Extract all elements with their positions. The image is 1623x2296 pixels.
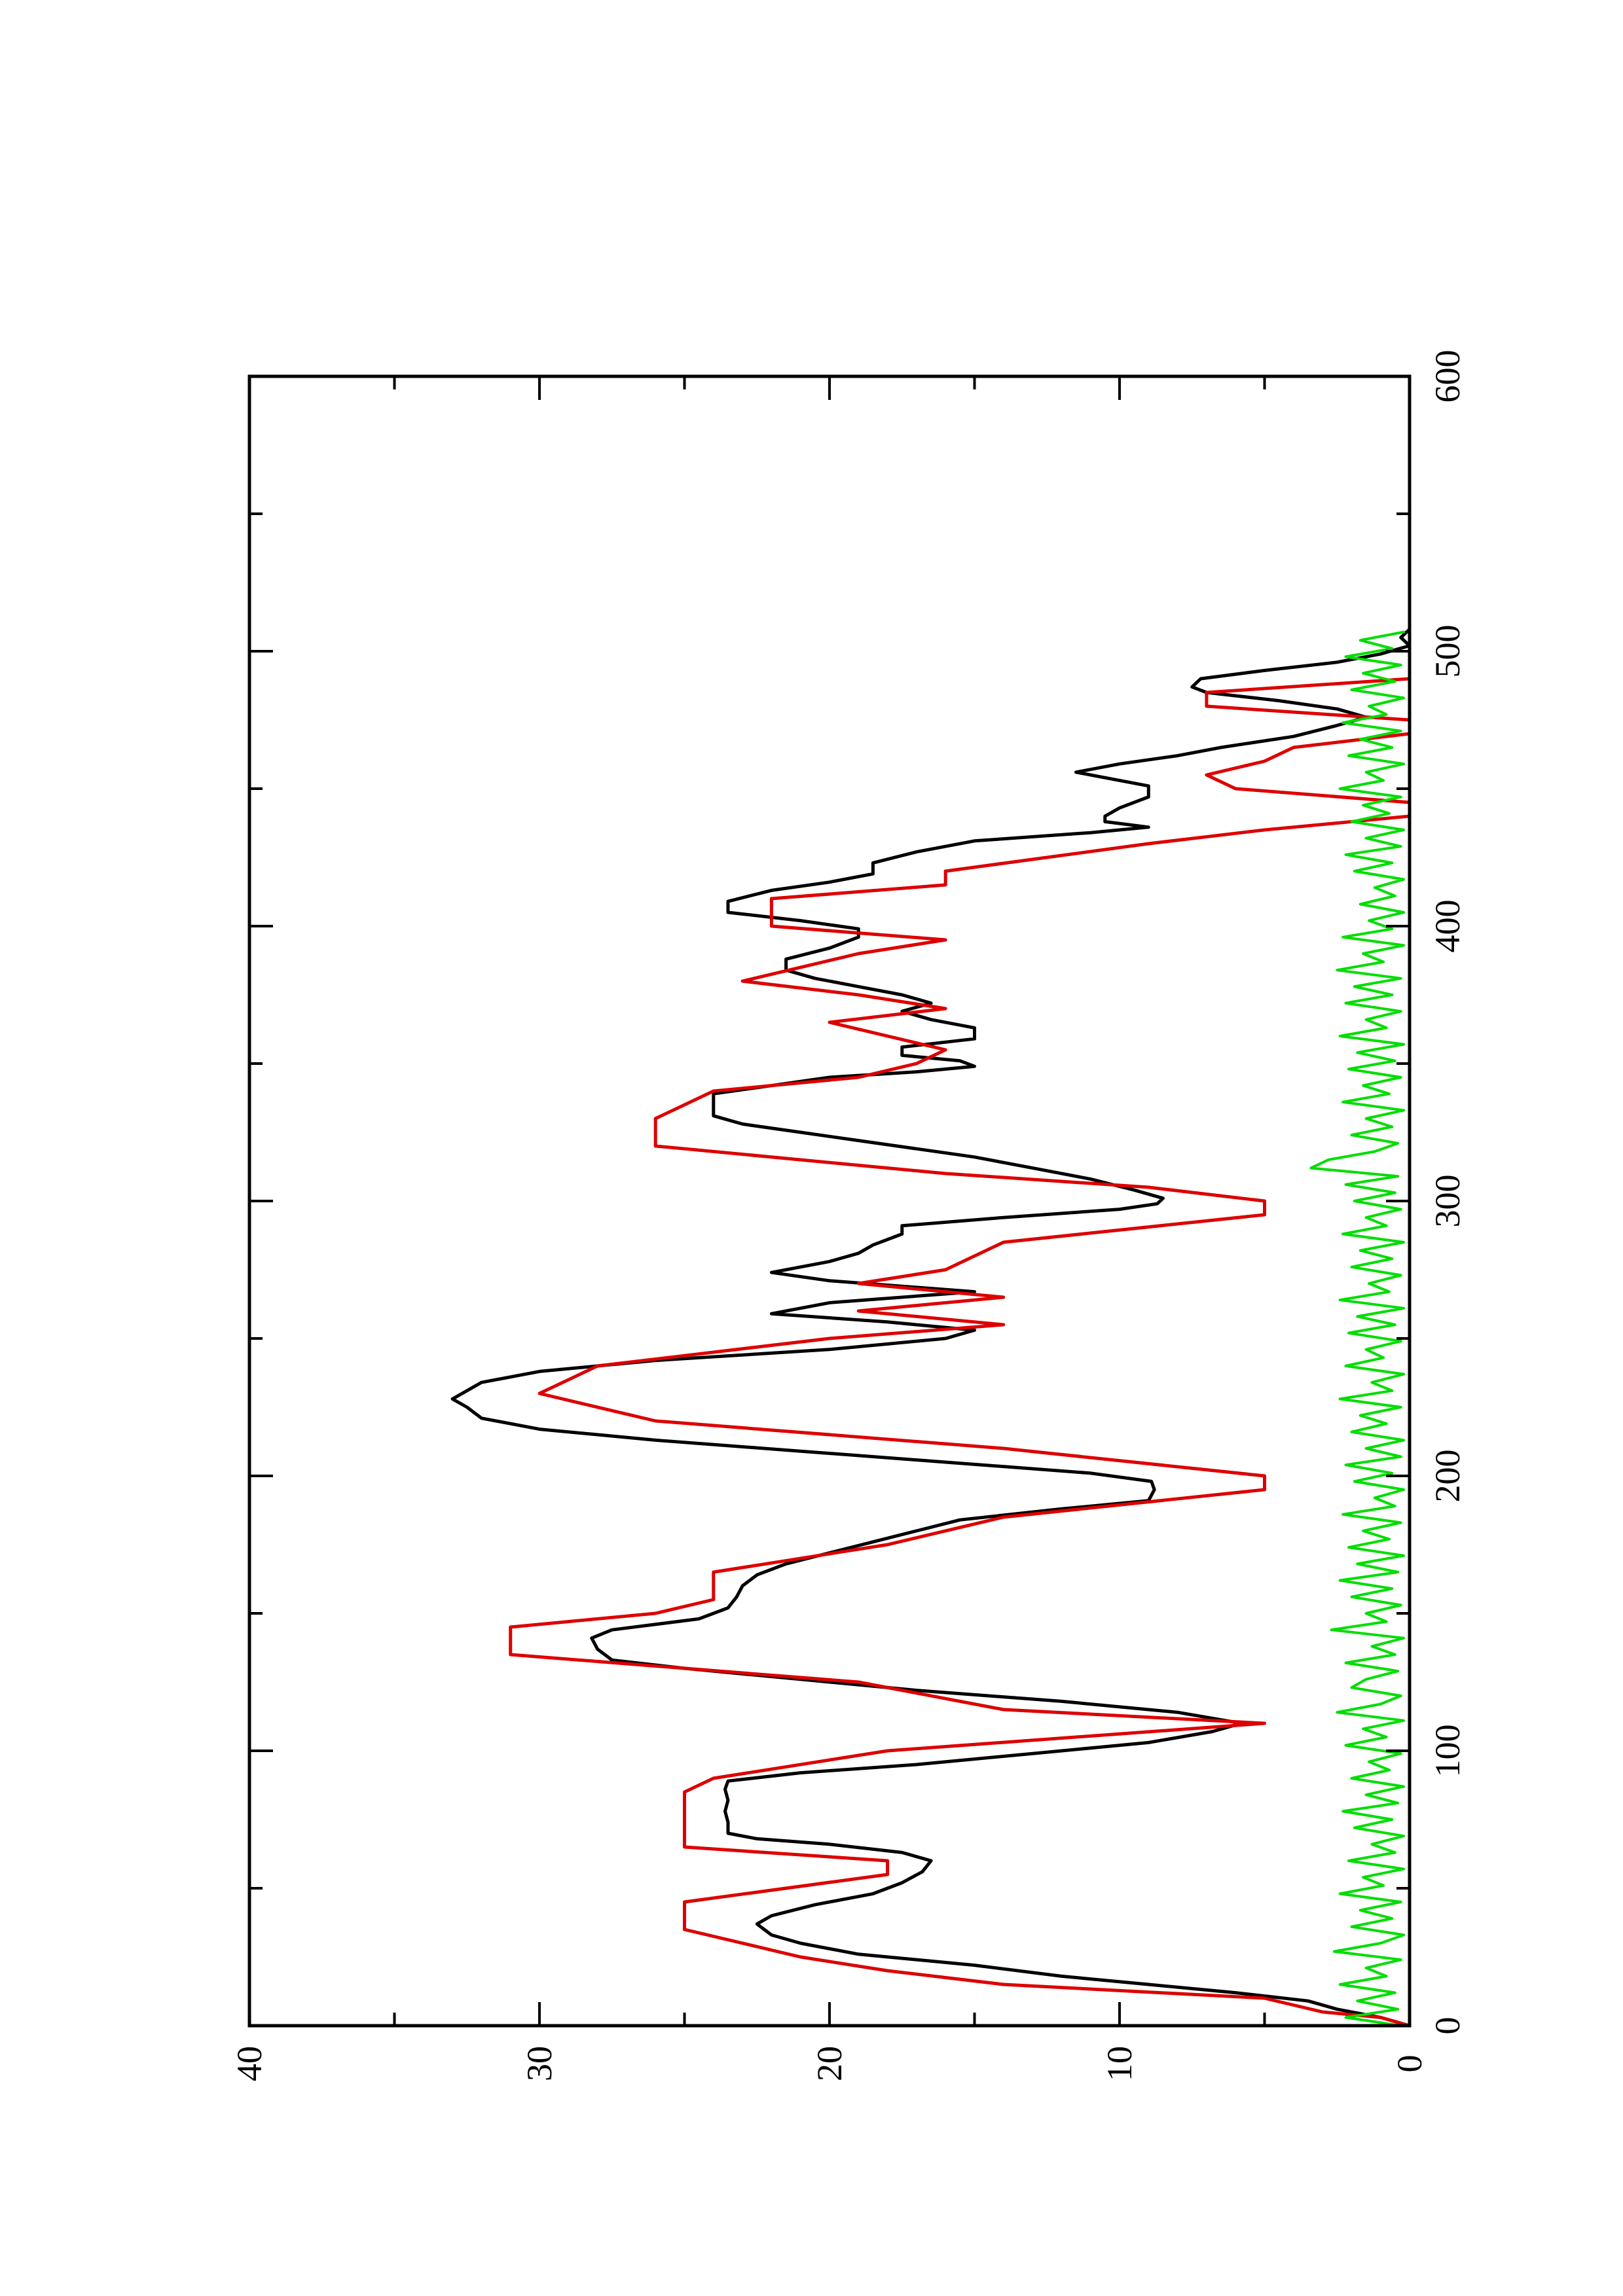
x-tick-label: 300 — [1428, 1175, 1467, 1228]
y-tick-label: 0 — [1390, 2055, 1429, 2073]
series-line-3 — [1309, 630, 1406, 2027]
y-tick-label: 10 — [1100, 2046, 1139, 2081]
series-line-2 — [509, 649, 1412, 2028]
series-layer — [450, 627, 1412, 2028]
x-tick-label: 0 — [1428, 2017, 1467, 2035]
x-tick-label: 400 — [1428, 900, 1467, 953]
y-tick-label: 30 — [520, 2046, 559, 2081]
series-line-1 — [450, 627, 1412, 2028]
x-tick-label: 200 — [1428, 1450, 1467, 1503]
tick-layer — [248, 375, 1411, 2027]
label-layer: 0 100 200 300 400 500 600 0 10 20 30 40 — [230, 350, 1467, 2082]
y-tick-label: 40 — [230, 2046, 269, 2081]
x-tick-label: 600 — [1428, 350, 1467, 403]
y-tick-label: 20 — [810, 2046, 849, 2081]
x-tick-label: 100 — [1428, 1725, 1467, 1778]
plot-frame — [247, 374, 1412, 2028]
x-tick-label: 500 — [1428, 625, 1467, 678]
